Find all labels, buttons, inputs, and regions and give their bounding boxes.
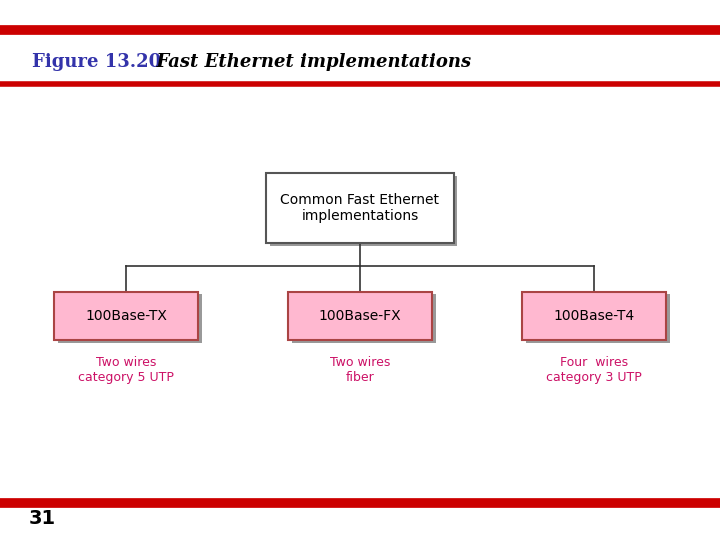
FancyBboxPatch shape <box>270 176 457 246</box>
FancyBboxPatch shape <box>522 292 666 340</box>
FancyBboxPatch shape <box>54 292 198 340</box>
Text: 100Base-T4: 100Base-T4 <box>554 309 634 323</box>
Text: Figure 13.20: Figure 13.20 <box>32 53 162 71</box>
Text: Two wires
category 5 UTP: Two wires category 5 UTP <box>78 356 174 384</box>
FancyBboxPatch shape <box>266 173 454 243</box>
Text: 100Base-FX: 100Base-FX <box>319 309 401 323</box>
Text: Four  wires
category 3 UTP: Four wires category 3 UTP <box>546 356 642 384</box>
FancyBboxPatch shape <box>292 294 436 343</box>
FancyBboxPatch shape <box>58 294 202 343</box>
Text: Common Fast Ethernet
implementations: Common Fast Ethernet implementations <box>281 193 439 223</box>
Text: Fast Ethernet implementations: Fast Ethernet implementations <box>144 53 471 71</box>
Text: 100Base-TX: 100Base-TX <box>85 309 167 323</box>
Text: Two wires
fiber: Two wires fiber <box>330 356 390 384</box>
Text: 31: 31 <box>29 509 56 528</box>
FancyBboxPatch shape <box>526 294 670 343</box>
FancyBboxPatch shape <box>288 292 432 340</box>
